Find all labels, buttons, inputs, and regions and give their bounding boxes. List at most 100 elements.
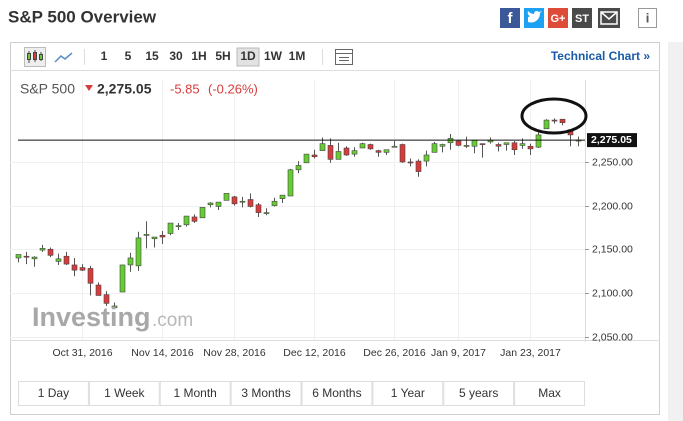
y-tick-label: 2,250.00 [592,156,633,168]
email-icon [600,11,618,25]
x-tick-label: Dec 12, 2016 [283,347,346,359]
candle-body [39,248,46,251]
facebook-button[interactable] [500,8,520,28]
candle-body [23,255,30,258]
candle-body [375,150,382,153]
candle-body [247,199,254,207]
x-tick-label: Nov 14, 2016 [131,347,194,359]
candle-body [551,119,558,122]
candle-body [479,143,486,145]
candle-body [191,216,198,222]
candle-body [215,201,222,207]
candle-body [279,194,286,199]
period-button[interactable] [230,381,302,406]
candle-body [47,248,54,256]
candle-body [511,142,518,151]
candle-body [111,305,118,309]
interval-button[interactable]: 1H [191,49,206,63]
facebook-label: f [508,10,514,27]
candle-body [463,145,470,147]
candle-body [207,202,214,206]
candle-body [119,264,126,293]
candle-body [391,145,398,148]
candle-body [15,254,22,259]
interval-selected [236,47,260,67]
period-button[interactable] [301,381,373,406]
interval-button[interactable]: 5 [125,49,132,63]
y-tick-label: 2,100.00 [592,287,633,299]
candle-body [351,150,358,155]
candle-body [271,200,278,206]
gplus-label: G+ [551,13,566,25]
line-chart-button[interactable] [54,52,73,63]
candle-icon [27,53,31,60]
quote-change-pct: (-0.26%) [208,81,258,96]
quote-price: 2,275.05 [97,81,152,97]
candle-body [199,207,206,219]
candle-body [327,145,334,160]
candle-body [231,196,238,205]
page-title: S&P 500 Overview [8,7,157,26]
twitter-icon [527,10,542,23]
candle-body [367,144,374,150]
period-button[interactable] [18,381,89,406]
candle-body [543,119,550,130]
quote-change: -5.85 [170,81,200,96]
period-label: 1 Year [391,386,425,400]
chart-widget [10,42,660,415]
watermark-brand: Investing [32,302,151,332]
interval-button[interactable]: 1 [101,49,108,63]
y-tick-label: 2,050.00 [592,331,633,343]
period-button[interactable] [159,381,231,406]
info-button[interactable] [638,8,657,28]
period-label: 5 years [459,386,498,400]
technical-chart-link[interactable]: Technical Chart » [551,49,650,63]
period-button[interactable] [514,381,585,406]
candle-body [439,144,446,147]
interval-button[interactable]: 1D [240,49,256,63]
calendar-icon [336,53,352,61]
quote-name: S&P 500 [20,81,75,97]
y-tick-label: 2,150.00 [592,243,633,255]
x-tick-label: Dec 26, 2016 [363,347,426,359]
candle-body [519,143,526,146]
candle-body [383,149,390,153]
candle-body [287,169,294,197]
candle-body [255,204,262,213]
interval-button[interactable]: 1W [264,49,283,63]
candle-body [135,237,142,267]
candle-body [415,160,422,172]
email-button[interactable] [598,8,620,28]
period-button[interactable] [372,381,444,406]
candle-body [559,118,566,123]
period-label: 1 Day [38,386,69,400]
candle-body [143,234,150,236]
period-button[interactable] [443,381,515,406]
candle-icon [33,52,37,60]
x-tick-label: Jan 23, 2017 [500,347,561,359]
period-group: 1 Day 1 Week 1 Month 3 Months 6 Months 1 Year… [18,381,585,406]
candle-body [87,268,94,284]
candle-body [471,139,478,147]
candle-body [495,144,502,147]
candle-body [127,257,134,266]
candle-body [63,255,70,265]
interval-button[interactable]: 1M [289,49,306,63]
interval-button[interactable]: 30 [169,49,183,63]
candle-body [95,284,102,296]
period-button[interactable] [88,381,160,406]
period-label: 1 Month [174,386,217,400]
candle-body [263,212,270,214]
stocktwits-button[interactable] [572,8,592,28]
candle-body [103,294,110,304]
down-arrow [85,85,93,91]
price-label: 2,275.05 [591,134,632,146]
candle-body [151,236,158,240]
interval-button[interactable]: 15 [145,49,159,63]
period-label: Max [538,386,561,400]
interval-button[interactable]: 5H [215,49,230,63]
candle-body [175,225,182,227]
gplus-button[interactable] [548,8,568,28]
candle-body [407,161,414,164]
